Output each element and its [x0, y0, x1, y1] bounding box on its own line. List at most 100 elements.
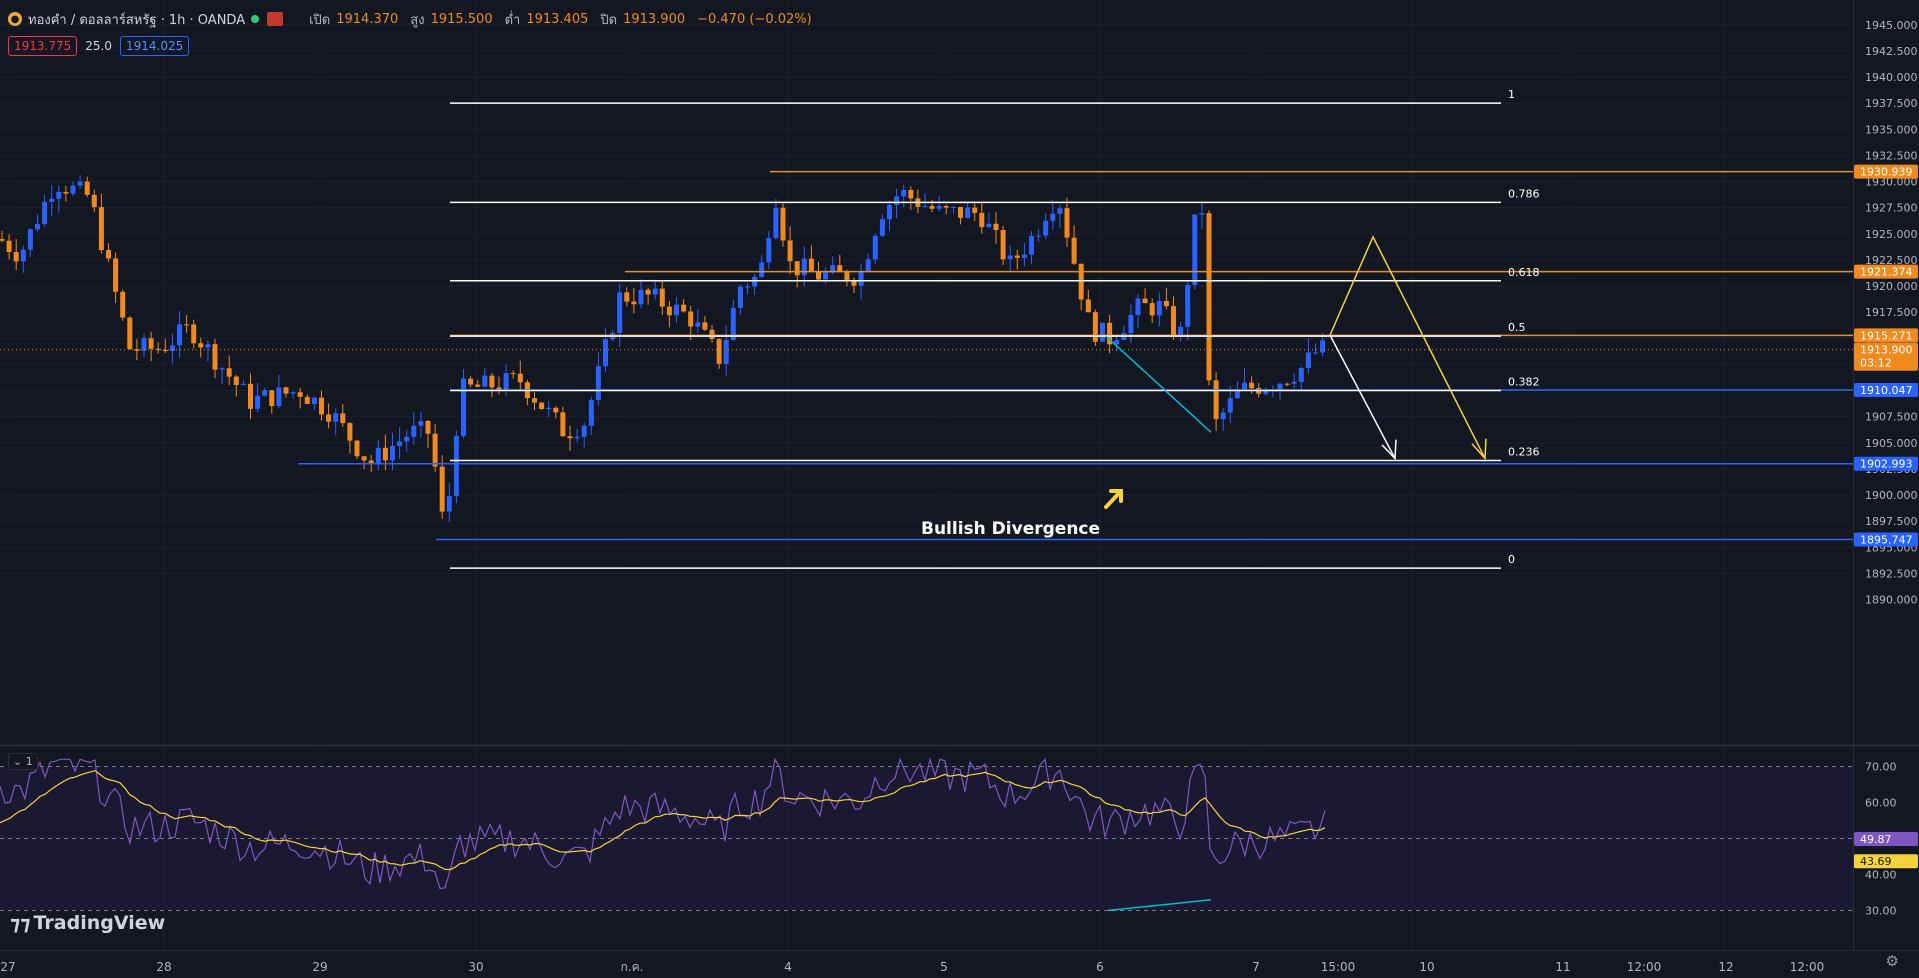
candle-body: [532, 398, 537, 403]
candle-body: [425, 421, 431, 434]
candle-body: [581, 425, 587, 437]
candle-body: [503, 373, 509, 390]
candle-body: [993, 223, 999, 231]
close-value: 1913.900: [623, 11, 686, 27]
candle-body: [326, 414, 332, 422]
rsi-marker-text: 49.87: [1860, 833, 1892, 846]
candle-body: [517, 373, 523, 383]
candle-body: [20, 249, 26, 262]
candle-body: [255, 395, 261, 409]
price-axis-label: 1945.000: [1865, 19, 1918, 32]
price-marker-text: 1910.047: [1860, 384, 1913, 397]
rsi-marker-label: [1854, 854, 1918, 869]
rsi-pane-toggle[interactable]: ⌄ 1: [8, 753, 38, 770]
candle-body: [908, 189, 914, 199]
candle-body: [439, 466, 445, 512]
price-marker-text: 1913.900: [1860, 344, 1913, 357]
candle-body: [141, 338, 147, 351]
candle-body: [631, 301, 637, 305]
candle-body: [1107, 322, 1113, 345]
drawings[interactable]: [1104, 235, 1487, 509]
fib-level-label: 1: [1508, 88, 1515, 101]
candle-body: [91, 194, 97, 208]
candle-body: [851, 281, 857, 286]
time-axis-label: 12:00: [1790, 960, 1825, 974]
candle-body: [723, 339, 729, 364]
rsi-marker-label: [1854, 831, 1918, 846]
time-axis-label: 12: [1718, 960, 1733, 974]
time-axis-label: 29: [312, 960, 327, 974]
price-axis-label: 1925.000: [1865, 228, 1918, 241]
tradingview-logo[interactable]: ⁊⁊ TradingView: [10, 911, 165, 935]
candle-body: [1249, 382, 1255, 389]
divergence-trendline[interactable]: [1105, 335, 1212, 433]
candle-body: [858, 271, 864, 286]
candle-body: [226, 368, 232, 377]
candle-body: [1064, 208, 1070, 238]
price-marker-text: 1930.939: [1860, 166, 1913, 179]
tradingview-logo-text: TradingView: [33, 912, 166, 934]
candle-body: [823, 272, 829, 280]
candle-body: [240, 383, 246, 385]
fib-level-label: 0.382: [1508, 376, 1540, 389]
candle-body: [35, 224, 40, 230]
projection-path-yellow[interactable]: [1329, 235, 1486, 459]
buy-button[interactable]: 1914.025: [119, 36, 190, 56]
candle-body: [461, 378, 466, 436]
price-axis-label: 1897.500: [1865, 515, 1918, 528]
candle-body: [1242, 382, 1247, 390]
candle-body: [929, 205, 935, 209]
candle-body: [567, 436, 573, 439]
candle-body: [333, 413, 339, 422]
price-axis-label: 1932.500: [1865, 149, 1918, 162]
candle-body: [659, 288, 665, 307]
symbol-title[interactable]: ทองคำ / ดอลลาร์สหรัฐ · 1h · OANDA: [28, 12, 246, 28]
settings-icon[interactable]: ⚙: [1885, 952, 1899, 970]
candle-body: [844, 271, 850, 282]
candle-body: [304, 396, 310, 404]
candle-body: [730, 307, 736, 340]
candle-body: [972, 207, 978, 213]
data-status-icon[interactable]: [267, 12, 284, 26]
candle-body: [1135, 298, 1141, 315]
candle-body: [745, 286, 750, 288]
candle-body: [375, 447, 381, 465]
candle-body: [446, 496, 452, 512]
candle-body: [1291, 381, 1297, 384]
candle-body: [191, 324, 197, 344]
candle-body: [603, 339, 608, 367]
price-marker-label: [1854, 164, 1918, 179]
fibonacci-retracement[interactable]: 1 0.786 0.618 0.5 0.382 0.236 0: [450, 88, 1540, 569]
up-arrow-icon: [1104, 489, 1123, 509]
candle-body: [709, 329, 715, 340]
candle-body: [155, 348, 161, 350]
time-axis-label: 15:00: [1321, 960, 1356, 974]
candle-body: [872, 235, 878, 260]
candle-body: [368, 460, 374, 465]
open-value: 1914.370: [336, 11, 399, 27]
candle-body: [1085, 299, 1091, 313]
candle-body: [560, 412, 566, 437]
close-label: ปิด: [600, 12, 618, 28]
countdown-text: 03:12: [1860, 357, 1892, 370]
time-axis-label: 11: [1555, 960, 1570, 974]
candle-body: [127, 317, 133, 350]
candle-body: [1100, 322, 1105, 342]
sell-button[interactable]: 1913.775: [8, 36, 78, 56]
candle-body: [148, 338, 154, 349]
candle-body: [645, 289, 651, 295]
projection-path-white[interactable]: [1329, 334, 1396, 459]
candle-body: [340, 413, 346, 424]
candle-body: [42, 201, 48, 225]
rsi-divergence-line[interactable]: [1107, 898, 1212, 912]
candle-body: [1071, 237, 1077, 264]
price-marker-text: 1902.993: [1860, 458, 1913, 471]
time-axis-label: 12:00: [1627, 960, 1662, 974]
candle-body: [212, 344, 218, 370]
candle-body: [695, 322, 701, 327]
candle-body: [205, 344, 211, 348]
candle-body: [965, 207, 971, 218]
candle-body: [1078, 263, 1084, 300]
